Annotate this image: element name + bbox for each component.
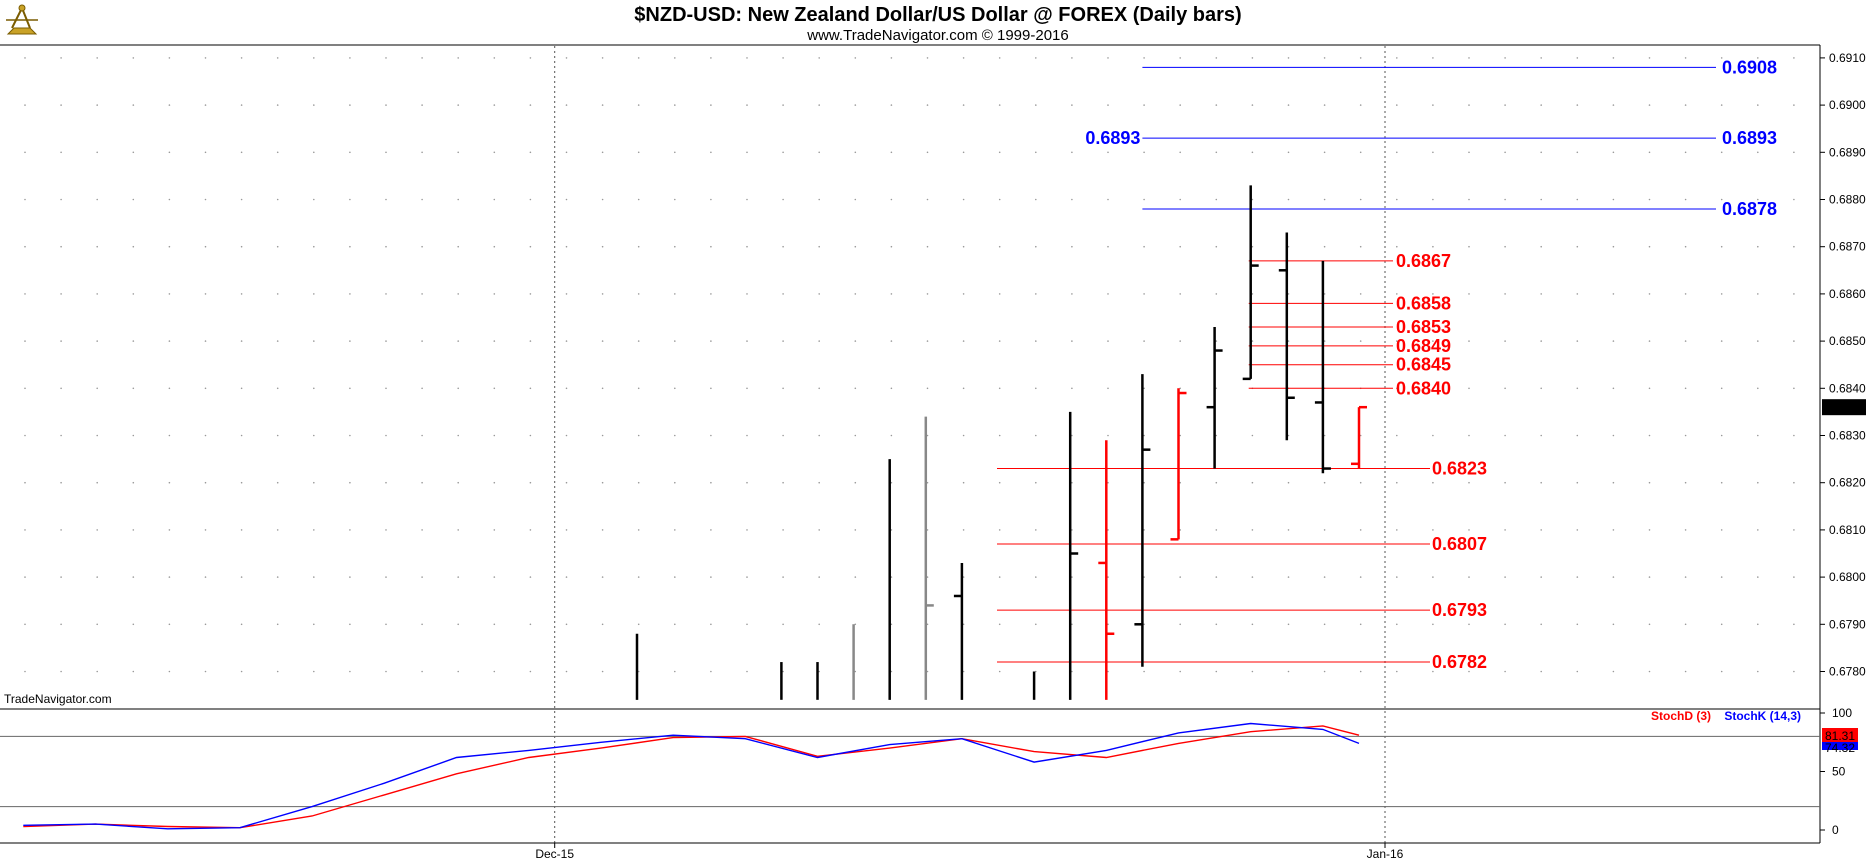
price-pane: 0.6780 0.6790 0.6800 0.6810 0.6820 0.6830 0.68… [0,44,1866,843]
stochk-last: 74.32 [1825,741,1855,755]
level-label: 0.6893 [1722,128,1777,148]
stoch-tick-label: 100 [1832,706,1852,720]
level-label: 0.6908 [1722,57,1777,77]
logo-icon [4,4,38,40]
stoch-series [23,722,1360,830]
y-tick-label: 0.6830 [1829,429,1866,443]
y-tick-label: 0.6860 [1829,287,1866,301]
ohlc-bars [635,185,1367,700]
ohlc-bar [953,562,964,700]
level-label: 0.6845 [1396,355,1451,375]
stochk-line [23,722,1360,830]
stochd-last: 81.31 [1825,729,1855,743]
legend-stochk: StochK (14,3) [1724,709,1801,723]
ohlc-bar [1134,374,1151,667]
y-tick-label: 0.6800 [1829,570,1866,584]
level-label-left: 0.6893 [1085,128,1140,148]
level-label: 0.6807 [1432,534,1487,554]
level-label: 0.6840 [1396,378,1451,398]
y-tick-label: 0.6780 [1829,665,1866,679]
stochastic-pane: 0 50 100 StochD (3) StochK (14,3) 81.31 74… [0,706,1858,844]
y-tick-label: 0.6810 [1829,523,1866,537]
ohlc-bar [1068,411,1079,700]
level-label: 0.6858 [1396,293,1451,313]
level-label: 0.6867 [1396,251,1451,271]
last-price: 0.6836 [1826,400,1863,414]
level-label: 0.6782 [1432,652,1487,672]
level-label: 0.6849 [1396,336,1451,356]
chart-subtitle: www.TradeNavigator.com © 1999-2016 [806,27,1068,44]
ohlc-bar [1206,326,1223,469]
y-tick-label: 0.6850 [1829,334,1866,348]
stochd-line [23,725,1360,829]
y-tick-label: 0.6870 [1829,240,1866,254]
y-tick-label: 0.6880 [1829,193,1866,207]
level-label: 0.6793 [1432,600,1487,620]
ohlc-bar [1170,388,1187,541]
ohlc-bar [1314,260,1331,474]
last-price-tag: 0.6836 [1822,399,1866,416]
ohlc-bar [1351,405,1367,469]
x-tick-label: Jan-16 [1367,847,1404,861]
stoch-tick-label: 50 [1832,765,1846,779]
y-tick-label: 0.6840 [1829,381,1866,395]
date-axis: Dec-15 Jan-16 [535,843,1404,861]
ohlc-bar [924,416,934,700]
fibonacci-levels: 0.6908 0.6893 0.6893 0.6878 0.6867 0.6858 0.68… [997,57,1777,672]
legend-stochd: StochD (3) [1651,709,1711,723]
vertical-gridlines [554,46,1386,843]
ohlc-bar [1098,440,1115,700]
level-label: 0.6823 [1432,459,1487,479]
y-tick-label: 0.6910 [1829,51,1866,65]
y-tick-label: 0.6890 [1829,145,1866,159]
grid-dots [24,57,1795,673]
x-tick-label: Dec-15 [535,847,574,861]
y-tick-label: 0.6820 [1829,476,1866,490]
stoch-ref-lines [0,735,1820,808]
chart-title: $NZD-USD: New Zealand Dollar/US Dollar @… [634,4,1241,26]
stoch-axis: 0 50 100 [1820,706,1852,837]
level-label: 0.6853 [1396,317,1451,337]
price-axis: 0.6780 0.6790 0.6800 0.6810 0.6820 0.6830 0.68… [1820,51,1866,679]
watermark: TradeNavigator.com [4,692,112,706]
y-tick-label: 0.6900 [1829,98,1866,112]
stoch-tick-label: 0 [1832,823,1839,837]
level-label: 0.6878 [1722,199,1777,219]
ohlc-bar [1278,232,1295,441]
ohlc-bar [1242,185,1259,381]
y-tick-label: 0.6790 [1829,617,1866,631]
